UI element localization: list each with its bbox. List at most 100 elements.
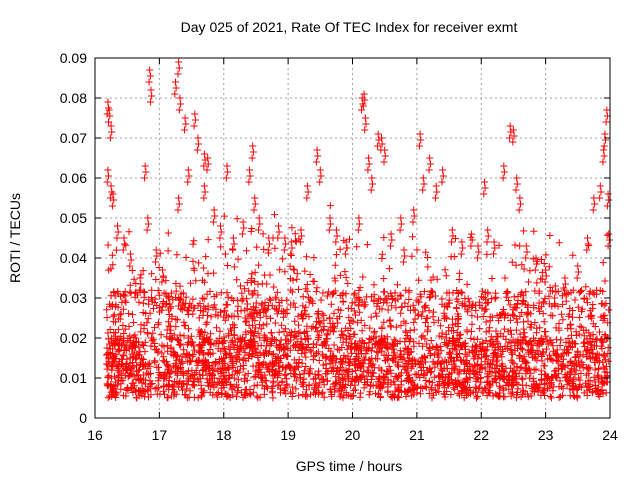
- data-point: [339, 289, 347, 297]
- data-point: [135, 298, 143, 306]
- data-point: [545, 292, 553, 300]
- data-point: [104, 241, 112, 249]
- data-point: [435, 332, 443, 340]
- data-point: [501, 368, 509, 376]
- data-point: [601, 311, 609, 319]
- data-point: [180, 371, 187, 379]
- data-point: [295, 286, 302, 293]
- data-point: [338, 327, 345, 335]
- data-point: [522, 359, 530, 367]
- data-point: [578, 286, 585, 294]
- data-point: [191, 304, 199, 312]
- data-point: [241, 285, 249, 293]
- data-point: [463, 326, 471, 334]
- data-point: [177, 296, 185, 304]
- data-point: [332, 359, 340, 367]
- data-point: [347, 345, 355, 353]
- data-point: [338, 358, 346, 366]
- data-point: [530, 304, 538, 312]
- data-point: [448, 238, 456, 246]
- data-point: [589, 206, 597, 214]
- data-point: [369, 180, 376, 188]
- data-point: [551, 294, 559, 302]
- data-point: [420, 288, 428, 296]
- data-point: [293, 275, 301, 283]
- data-point: [173, 356, 181, 364]
- data-point: [109, 261, 117, 269]
- data-point: [520, 325, 528, 333]
- data-point: [315, 331, 323, 339]
- data-point: [176, 331, 184, 339]
- data-point: [104, 335, 112, 343]
- data-point: [200, 295, 208, 303]
- data-point: [425, 390, 433, 397]
- data-point: [219, 344, 227, 352]
- data-point: [116, 315, 124, 323]
- data-point: [219, 338, 227, 346]
- data-point: [114, 222, 121, 230]
- data-point: [200, 264, 208, 272]
- data-point: [543, 372, 551, 380]
- data-point: [491, 349, 499, 357]
- data-point: [444, 303, 452, 311]
- data-point: [104, 394, 112, 402]
- data-point: [303, 281, 311, 288]
- data-point: [287, 252, 295, 259]
- data-point: [190, 122, 198, 130]
- data-point: [573, 274, 581, 282]
- data-point: [130, 319, 138, 326]
- data-point: [418, 333, 425, 341]
- data-point: [513, 174, 521, 182]
- data-point: [454, 320, 462, 327]
- data-point: [482, 305, 490, 313]
- data-point: [230, 344, 238, 352]
- data-point: [121, 288, 129, 296]
- data-point: [108, 366, 116, 374]
- data-point: [161, 369, 169, 377]
- data-point: [533, 324, 541, 332]
- data-point: [139, 355, 147, 363]
- data-point: [144, 360, 152, 368]
- data-point: [368, 174, 376, 182]
- data-point: [360, 90, 368, 98]
- data-point: [301, 349, 309, 357]
- data-point: [582, 347, 590, 355]
- data-point: [596, 287, 604, 294]
- data-point: [440, 339, 448, 346]
- data-point: [506, 134, 514, 142]
- data-point: [603, 106, 611, 114]
- data-point: [472, 375, 480, 383]
- data-point: [374, 130, 382, 138]
- data-point: [605, 306, 613, 314]
- data-point: [182, 293, 190, 301]
- data-point: [137, 375, 145, 383]
- data-point: [409, 218, 417, 226]
- data-point: [514, 344, 521, 352]
- data-point: [427, 276, 435, 284]
- data-point: [249, 142, 257, 150]
- data-point: [326, 202, 334, 210]
- data-point: [490, 238, 498, 246]
- data-point: [597, 188, 605, 196]
- data-point: [311, 380, 319, 388]
- data-point: [515, 339, 523, 347]
- data-point: [248, 291, 256, 299]
- data-point: [385, 362, 393, 370]
- data-point: [479, 340, 487, 347]
- data-point: [465, 368, 473, 376]
- data-point: [599, 259, 607, 267]
- data-point: [330, 289, 338, 297]
- data-point: [388, 302, 396, 310]
- data-point: [246, 310, 254, 318]
- data-point: [373, 341, 381, 348]
- data-point: [142, 310, 150, 317]
- data-point: [238, 335, 246, 343]
- data-point: [177, 100, 185, 108]
- data-point: [150, 357, 158, 365]
- data-point: [157, 331, 165, 339]
- data-point: [598, 337, 606, 345]
- data-point: [333, 355, 341, 363]
- data-point: [144, 220, 152, 228]
- data-point: [336, 393, 344, 401]
